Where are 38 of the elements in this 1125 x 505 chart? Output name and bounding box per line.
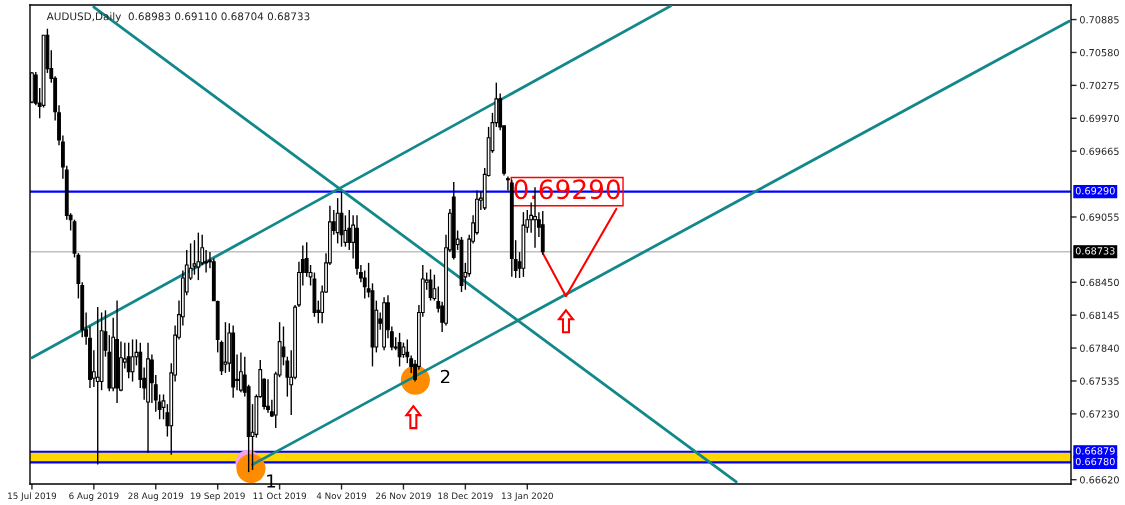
- annotation: 2: [440, 369, 450, 384]
- ref-line-label: 0.66879: [1075, 447, 1115, 455]
- candlestick: [196, 231, 201, 281]
- x-tick-label: 11 Oct 2019: [253, 492, 307, 500]
- y-tick-label: 0.67840: [1079, 344, 1119, 352]
- candlestick: [130, 338, 135, 383]
- candlestick: [238, 351, 243, 393]
- x-tick-label: 15 Jul 2019: [8, 492, 57, 501]
- x-tick-label: 13 Jan 2020: [502, 492, 553, 501]
- candlestick: [339, 190, 344, 248]
- candlestick: [428, 268, 433, 302]
- candlestick: [335, 197, 340, 245]
- y-tick-label: 0.70885: [1079, 16, 1119, 24]
- y-tick-label: 0.68145: [1079, 311, 1119, 319]
- y-tick-label: 0.70580: [1079, 48, 1119, 57]
- candlestick: [95, 306, 100, 466]
- y-tick-label: 0.69665: [1079, 147, 1119, 156]
- ref-line-label: 0.68733: [1075, 247, 1115, 255]
- candlestick: [192, 239, 197, 276]
- y-tick-label: 0.70275: [1079, 81, 1119, 90]
- candlestick: [347, 209, 352, 251]
- y-tick-label: 0.67230: [1079, 410, 1119, 418]
- candlestick: [126, 341, 131, 379]
- candlestick: [204, 249, 208, 274]
- x-tick-label: 18 Dec 2019: [438, 492, 493, 500]
- x-tick-label: 28 Aug 2019: [128, 492, 184, 501]
- x-tick-label: 26 Nov 2019: [376, 492, 431, 500]
- candlestick: [266, 378, 270, 414]
- y-tick-label: 0.68450: [1079, 278, 1119, 287]
- x-tick-label: 19 Sep 2019: [190, 492, 245, 501]
- ref-line-label: 0.66780: [1075, 457, 1115, 466]
- y-tick-label: 0.69970: [1079, 114, 1119, 123]
- x-tick-label: 4 Nov 2019: [316, 492, 367, 500]
- ref-line-label: 0.69290: [1075, 187, 1115, 195]
- y-tick-label: 0.66620: [1079, 476, 1119, 484]
- y-tick-label: 0.69055: [1079, 213, 1119, 221]
- x-tick-label: 6 Aug 2019: [69, 492, 119, 501]
- y-tick-label: 0.67535: [1079, 377, 1119, 385]
